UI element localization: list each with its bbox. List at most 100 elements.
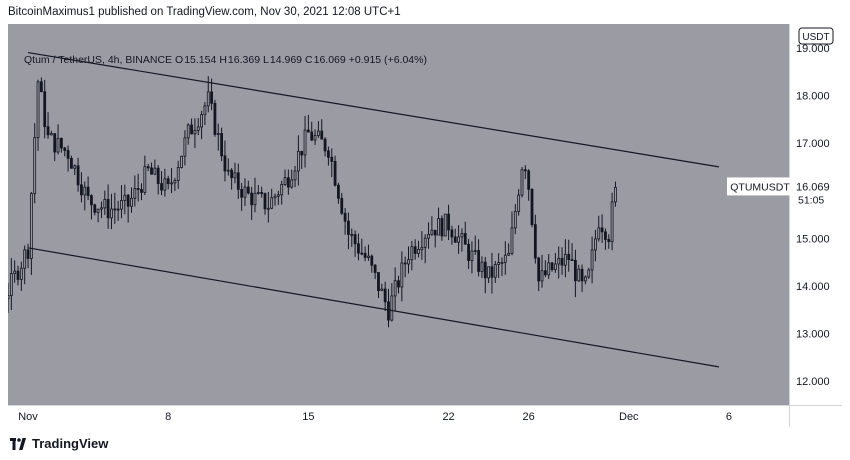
candle-body xyxy=(213,102,217,135)
candle-body xyxy=(126,194,130,207)
candle-body xyxy=(106,199,110,219)
candle-body xyxy=(286,177,290,188)
candle-body xyxy=(170,182,173,185)
candle-body xyxy=(337,184,340,199)
symbol-label[interactable]: Qtum / TetherUS, 4h, BINANCE xyxy=(24,54,173,66)
candle-body xyxy=(196,126,200,131)
candle-body xyxy=(303,129,307,156)
candle-body xyxy=(600,227,604,233)
tradingview-footer[interactable]: TradingView xyxy=(10,436,108,451)
candle-body xyxy=(8,295,10,300)
candle-body xyxy=(263,193,267,210)
candle-body xyxy=(517,194,521,212)
candle-body xyxy=(367,255,370,258)
high-key: H xyxy=(219,54,227,66)
candle-body xyxy=(573,259,577,282)
close-value: 16.069 xyxy=(313,54,346,66)
candle-body xyxy=(156,167,160,184)
candle-body xyxy=(387,301,390,321)
descending-channel-lower-line[interactable] xyxy=(27,247,720,368)
y-tick-label: 12.000 xyxy=(796,376,830,388)
candle-body xyxy=(226,169,230,172)
candle-body xyxy=(557,257,561,265)
candle-body xyxy=(63,147,67,151)
candle-body xyxy=(143,166,147,193)
candle-body xyxy=(90,195,93,206)
candle-body xyxy=(393,280,397,297)
candle-body xyxy=(160,183,163,191)
candlestick-chart[interactable]: 12.00013.00014.00015.00016.00017.00018.0… xyxy=(8,24,842,427)
open-key: O xyxy=(175,54,184,66)
descending-channel-upper-line[interactable] xyxy=(27,51,720,168)
open-value: 15.154 xyxy=(184,54,217,66)
candle-body xyxy=(327,150,330,158)
candle-body xyxy=(256,192,260,194)
candle-body xyxy=(610,201,614,243)
candle-body xyxy=(527,170,531,190)
candle-body xyxy=(266,207,270,210)
ohlc-legend: Qtum / TetherUS, 4h, BINANCE O15.154 H16.3… xyxy=(24,54,427,66)
candle-body xyxy=(510,227,514,254)
candle-body xyxy=(467,243,470,261)
candle-body xyxy=(537,257,541,282)
candle-body xyxy=(343,212,347,222)
candle-body xyxy=(470,250,474,261)
candle-body xyxy=(427,233,430,239)
low-key: L xyxy=(263,54,269,66)
candle-body xyxy=(320,130,324,140)
candle-body xyxy=(460,233,464,238)
candle-body xyxy=(420,246,424,250)
x-tick-label: 22 xyxy=(442,411,454,423)
candle-body xyxy=(130,197,133,207)
candle-body xyxy=(140,189,143,193)
candle-body xyxy=(163,178,167,191)
candle-body xyxy=(60,137,63,149)
candle-body xyxy=(273,195,277,199)
candle-body xyxy=(400,262,404,288)
candle-body xyxy=(500,261,504,264)
candle-body xyxy=(360,252,364,255)
candle-body xyxy=(550,262,554,271)
change-value: +0.915 (+6.04%) xyxy=(348,54,427,66)
candle-body xyxy=(323,138,327,152)
publisher-header: BitcoinMaximus1 published on TradingView… xyxy=(8,6,401,18)
candle-body xyxy=(543,270,547,276)
candle-body xyxy=(423,237,427,248)
chart-frame[interactable]: 12.00013.00014.00015.00016.00017.00018.0… xyxy=(8,24,842,427)
y-tick-label: 13.000 xyxy=(796,329,830,341)
candle-body xyxy=(166,178,170,185)
candle-body xyxy=(457,236,460,243)
last-price-label: 16.069 xyxy=(796,181,830,193)
candle-body xyxy=(116,208,120,211)
y-tick-label: 18.000 xyxy=(796,90,830,102)
candle-body xyxy=(36,81,40,139)
x-tick-label: Nov xyxy=(18,411,38,423)
candle-body xyxy=(497,262,501,265)
candle-body xyxy=(443,213,447,237)
candle-body xyxy=(403,262,407,265)
candle-body xyxy=(83,186,87,196)
tradingview-brand: TradingView xyxy=(32,436,109,451)
symbol-tag-box xyxy=(727,177,793,196)
plot-area[interactable] xyxy=(8,24,789,405)
candle-body xyxy=(487,266,491,279)
candle-body xyxy=(153,167,157,175)
time-axis[interactable] xyxy=(8,405,789,427)
candle-body xyxy=(553,263,557,271)
candle-body xyxy=(39,81,43,93)
candle-body xyxy=(503,254,507,263)
candle-body xyxy=(240,189,244,198)
candle-body xyxy=(513,211,517,229)
candle-body xyxy=(316,130,320,136)
candle-body xyxy=(350,234,354,236)
candle-body xyxy=(150,167,153,175)
candle-body xyxy=(306,129,310,133)
candle-body xyxy=(173,180,177,184)
currency-box[interactable] xyxy=(798,27,834,45)
price-axis[interactable] xyxy=(789,24,842,427)
candle-body xyxy=(190,124,193,135)
candle-body xyxy=(523,169,527,172)
candle-body xyxy=(123,194,127,201)
candle-body xyxy=(290,179,294,188)
candle-body xyxy=(243,186,247,198)
